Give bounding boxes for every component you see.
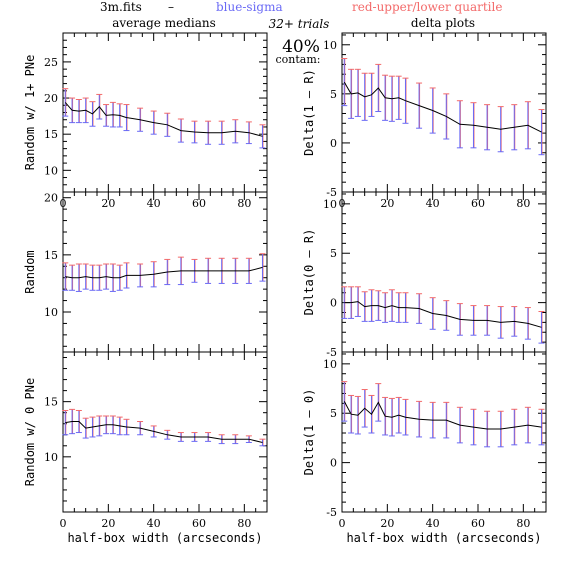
y-tick-label: 15 bbox=[44, 396, 58, 409]
y-tick-label: 10 bbox=[323, 198, 337, 211]
x-tick-label: 20 bbox=[101, 517, 115, 530]
median-series-line bbox=[64, 102, 263, 137]
x-axis-label: half-box width (arcseconds) bbox=[346, 531, 541, 545]
y-axis-label: Delta(1 – 0) bbox=[302, 389, 316, 476]
y-tick-label: -5 bbox=[326, 346, 337, 359]
y-tick-label: 10 bbox=[44, 451, 58, 464]
x-tick-label: 60 bbox=[471, 517, 485, 530]
x-tick-label: 0 bbox=[339, 517, 346, 530]
y-axis-label: Delta(1 – R) bbox=[302, 69, 316, 156]
plot-frame bbox=[341, 191, 547, 353]
header-file-label: 3m.fits bbox=[100, 0, 142, 14]
y-tick-label: 10 bbox=[44, 306, 58, 319]
x-axis-label: half-box width (arcseconds) bbox=[67, 531, 262, 545]
panel-left-top: 10 15 20 25 Random w/ 1+ PNe bbox=[23, 32, 268, 193]
y-axis-label: Random bbox=[23, 250, 37, 293]
y-tick-label: 5 bbox=[330, 247, 337, 260]
error-bar bbox=[259, 438, 266, 447]
y-tick-label: -5 bbox=[326, 186, 337, 199]
plot-frame bbox=[341, 32, 547, 193]
y-tick-label: 20 bbox=[44, 192, 58, 205]
trials-label: 32+ trials bbox=[269, 17, 330, 31]
y-tick-label: 0 bbox=[330, 457, 337, 470]
y-tick-label: 10 bbox=[44, 164, 58, 177]
left-column-title: average medians bbox=[112, 16, 216, 30]
x-tick-label: 20 bbox=[101, 197, 115, 210]
y-tick-label: 5 bbox=[330, 88, 337, 101]
x-tick-label: 80 bbox=[237, 197, 251, 210]
x-tick-label: 0 bbox=[60, 517, 67, 530]
right-column-title: delta plots bbox=[411, 16, 475, 30]
median-series-line bbox=[65, 421, 263, 443]
median-series-line bbox=[344, 301, 542, 328]
x-tick-label: 60 bbox=[192, 197, 206, 210]
panel-left-bottom: 10 15 0 20 40 60 80 Random w/ 0 PNe half-box wid… bbox=[23, 351, 268, 545]
y-tick-label: 25 bbox=[44, 56, 58, 69]
header-dash: – bbox=[168, 0, 174, 14]
header-blue-legend: blue-sigma bbox=[216, 0, 283, 14]
y-axis-label: Delta(0 – R) bbox=[302, 229, 316, 316]
y-tick-label: 0 bbox=[330, 297, 337, 310]
median-series-line bbox=[65, 266, 263, 279]
x-tick-label: 20 bbox=[380, 517, 394, 530]
y-tick-label: 0 bbox=[330, 137, 337, 150]
y-tick-label: 10 bbox=[323, 39, 337, 52]
plot-frame bbox=[341, 351, 547, 513]
x-tick-label: 60 bbox=[192, 517, 206, 530]
y-tick-label: 15 bbox=[44, 128, 58, 141]
x-tick-label: 40 bbox=[426, 517, 440, 530]
plot-frame bbox=[62, 351, 268, 513]
y-tick-label: 10 bbox=[323, 358, 337, 371]
x-tick-label: 80 bbox=[516, 517, 530, 530]
x-tick-label: 80 bbox=[516, 197, 530, 210]
y-tick-label: 5 bbox=[330, 407, 337, 420]
x-tick-label: 60 bbox=[471, 197, 485, 210]
median-series-line bbox=[343, 401, 542, 430]
contamination-percent: 40% bbox=[282, 37, 320, 57]
y-axis-label: Random w/ 0 PNe bbox=[23, 378, 37, 486]
x-tick-label: 40 bbox=[426, 197, 440, 210]
x-tick-label: 0 bbox=[339, 197, 346, 210]
median-series-line bbox=[343, 81, 542, 133]
x-tick-label: 40 bbox=[147, 517, 161, 530]
y-axis-label: Random w/ 1+ PNe bbox=[23, 55, 37, 171]
y-tick-label: 15 bbox=[44, 249, 58, 262]
header-red-legend: red-upper/lower quartile bbox=[352, 0, 502, 14]
x-tick-label: 80 bbox=[237, 517, 251, 530]
x-tick-label: 20 bbox=[380, 197, 394, 210]
panel-right-top: -5 0 5 10 Delta(1 – R) bbox=[302, 32, 547, 199]
y-tick-label: 20 bbox=[44, 92, 58, 105]
contamination-label: contam: bbox=[276, 53, 321, 66]
x-tick-label: 0 bbox=[60, 197, 67, 210]
error-bar bbox=[62, 262, 69, 291]
x-tick-label: 40 bbox=[147, 197, 161, 210]
y-tick-label: -5 bbox=[326, 506, 337, 519]
